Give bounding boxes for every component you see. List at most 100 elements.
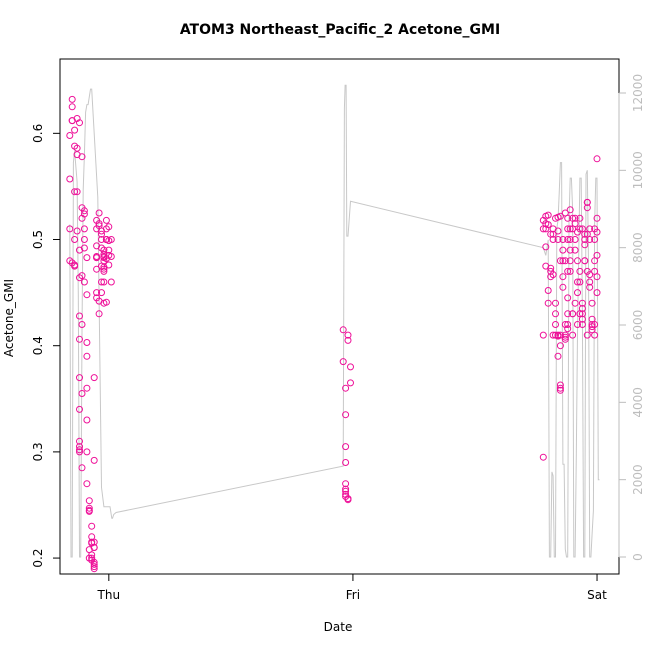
data-point bbox=[556, 384, 564, 392]
data-point bbox=[76, 374, 83, 382]
data-point bbox=[98, 289, 105, 297]
data-point bbox=[586, 225, 594, 233]
data-point bbox=[593, 214, 601, 222]
y-tick-label: 0.2 bbox=[31, 549, 45, 568]
data-point bbox=[581, 241, 589, 249]
y-axis-left: 0.2 0.3 0.4 0.5 0.6 bbox=[31, 124, 61, 568]
data-point bbox=[593, 273, 601, 281]
data-point bbox=[95, 209, 103, 217]
data-point bbox=[90, 456, 98, 464]
data-point bbox=[566, 236, 574, 243]
data-point bbox=[100, 267, 108, 275]
data-point bbox=[564, 294, 572, 302]
data-point bbox=[583, 204, 591, 212]
data-point bbox=[102, 216, 110, 224]
data-point bbox=[564, 236, 572, 243]
data-point bbox=[85, 497, 93, 505]
data-point bbox=[71, 188, 79, 196]
data-point bbox=[549, 331, 557, 339]
data-point bbox=[564, 214, 572, 222]
data-point bbox=[83, 254, 91, 262]
data-point bbox=[76, 446, 83, 454]
data-point bbox=[581, 257, 589, 265]
y2-tick-label: 8000 bbox=[631, 232, 645, 263]
data-point bbox=[583, 331, 591, 339]
data-point bbox=[593, 251, 601, 259]
data-point bbox=[576, 278, 584, 286]
data-point bbox=[342, 443, 350, 451]
data-point bbox=[559, 273, 567, 281]
chart-title: ATOM3 Northeast_Pacific_2 Acetone_GMI bbox=[180, 22, 500, 38]
data-point bbox=[83, 291, 91, 299]
data-point bbox=[88, 551, 96, 559]
data-point bbox=[556, 342, 564, 350]
data-point bbox=[576, 214, 584, 222]
data-point bbox=[76, 437, 83, 445]
data-point bbox=[586, 278, 594, 286]
data-point bbox=[574, 278, 581, 286]
data-point bbox=[566, 206, 574, 214]
data-point bbox=[83, 480, 91, 488]
data-point bbox=[544, 287, 552, 294]
data-point bbox=[559, 246, 567, 254]
data-point bbox=[569, 310, 577, 318]
y2-tick-label: 0 bbox=[631, 553, 645, 561]
data-point bbox=[90, 563, 98, 571]
data-point bbox=[593, 228, 601, 236]
data-point bbox=[588, 299, 596, 307]
data-point bbox=[342, 480, 350, 488]
data-point bbox=[342, 384, 350, 392]
data-point bbox=[571, 236, 579, 243]
data-point bbox=[83, 416, 91, 424]
data-point bbox=[71, 236, 79, 243]
data-point bbox=[566, 246, 574, 254]
x-tick-label: Sat bbox=[587, 588, 607, 602]
data-point bbox=[347, 363, 354, 371]
data-point bbox=[561, 331, 569, 339]
data-point bbox=[80, 210, 88, 218]
data-point bbox=[105, 261, 113, 269]
data-point bbox=[90, 544, 98, 551]
data-point bbox=[561, 335, 569, 343]
data-point bbox=[574, 321, 581, 328]
data-point bbox=[586, 236, 594, 243]
y2-tick-label: 10000 bbox=[631, 151, 645, 189]
data-point bbox=[90, 538, 98, 546]
y-tick-label: 0.5 bbox=[31, 230, 45, 249]
data-point bbox=[73, 227, 81, 235]
data-point bbox=[90, 560, 98, 568]
data-point bbox=[71, 126, 79, 134]
data-point bbox=[80, 225, 88, 233]
data-point bbox=[347, 379, 354, 387]
plot-frame bbox=[59, 58, 620, 575]
data-point bbox=[559, 257, 567, 265]
data-point bbox=[578, 315, 586, 323]
data-point bbox=[559, 236, 567, 243]
data-point bbox=[342, 485, 350, 493]
data-point bbox=[83, 448, 91, 456]
data-point bbox=[552, 299, 559, 307]
data-point bbox=[571, 214, 579, 222]
data-point bbox=[554, 227, 562, 235]
data-point bbox=[344, 496, 352, 504]
data-point bbox=[85, 504, 93, 512]
data-point bbox=[564, 267, 572, 275]
data-point bbox=[564, 310, 572, 318]
data-point bbox=[581, 230, 589, 238]
data-point bbox=[107, 253, 115, 260]
data-point bbox=[559, 283, 567, 291]
data-point bbox=[591, 236, 599, 243]
data-point bbox=[556, 212, 564, 220]
data-point bbox=[556, 257, 564, 265]
data-point bbox=[98, 236, 105, 243]
data-point bbox=[578, 305, 586, 312]
data-point bbox=[586, 271, 594, 279]
data-point bbox=[549, 236, 557, 243]
data-point bbox=[107, 236, 115, 243]
y-tick-label: 0.3 bbox=[31, 442, 45, 461]
data-point bbox=[78, 321, 86, 328]
data-point bbox=[78, 153, 86, 161]
data-point bbox=[552, 321, 559, 328]
data-point bbox=[578, 299, 586, 307]
data-point bbox=[78, 272, 86, 280]
